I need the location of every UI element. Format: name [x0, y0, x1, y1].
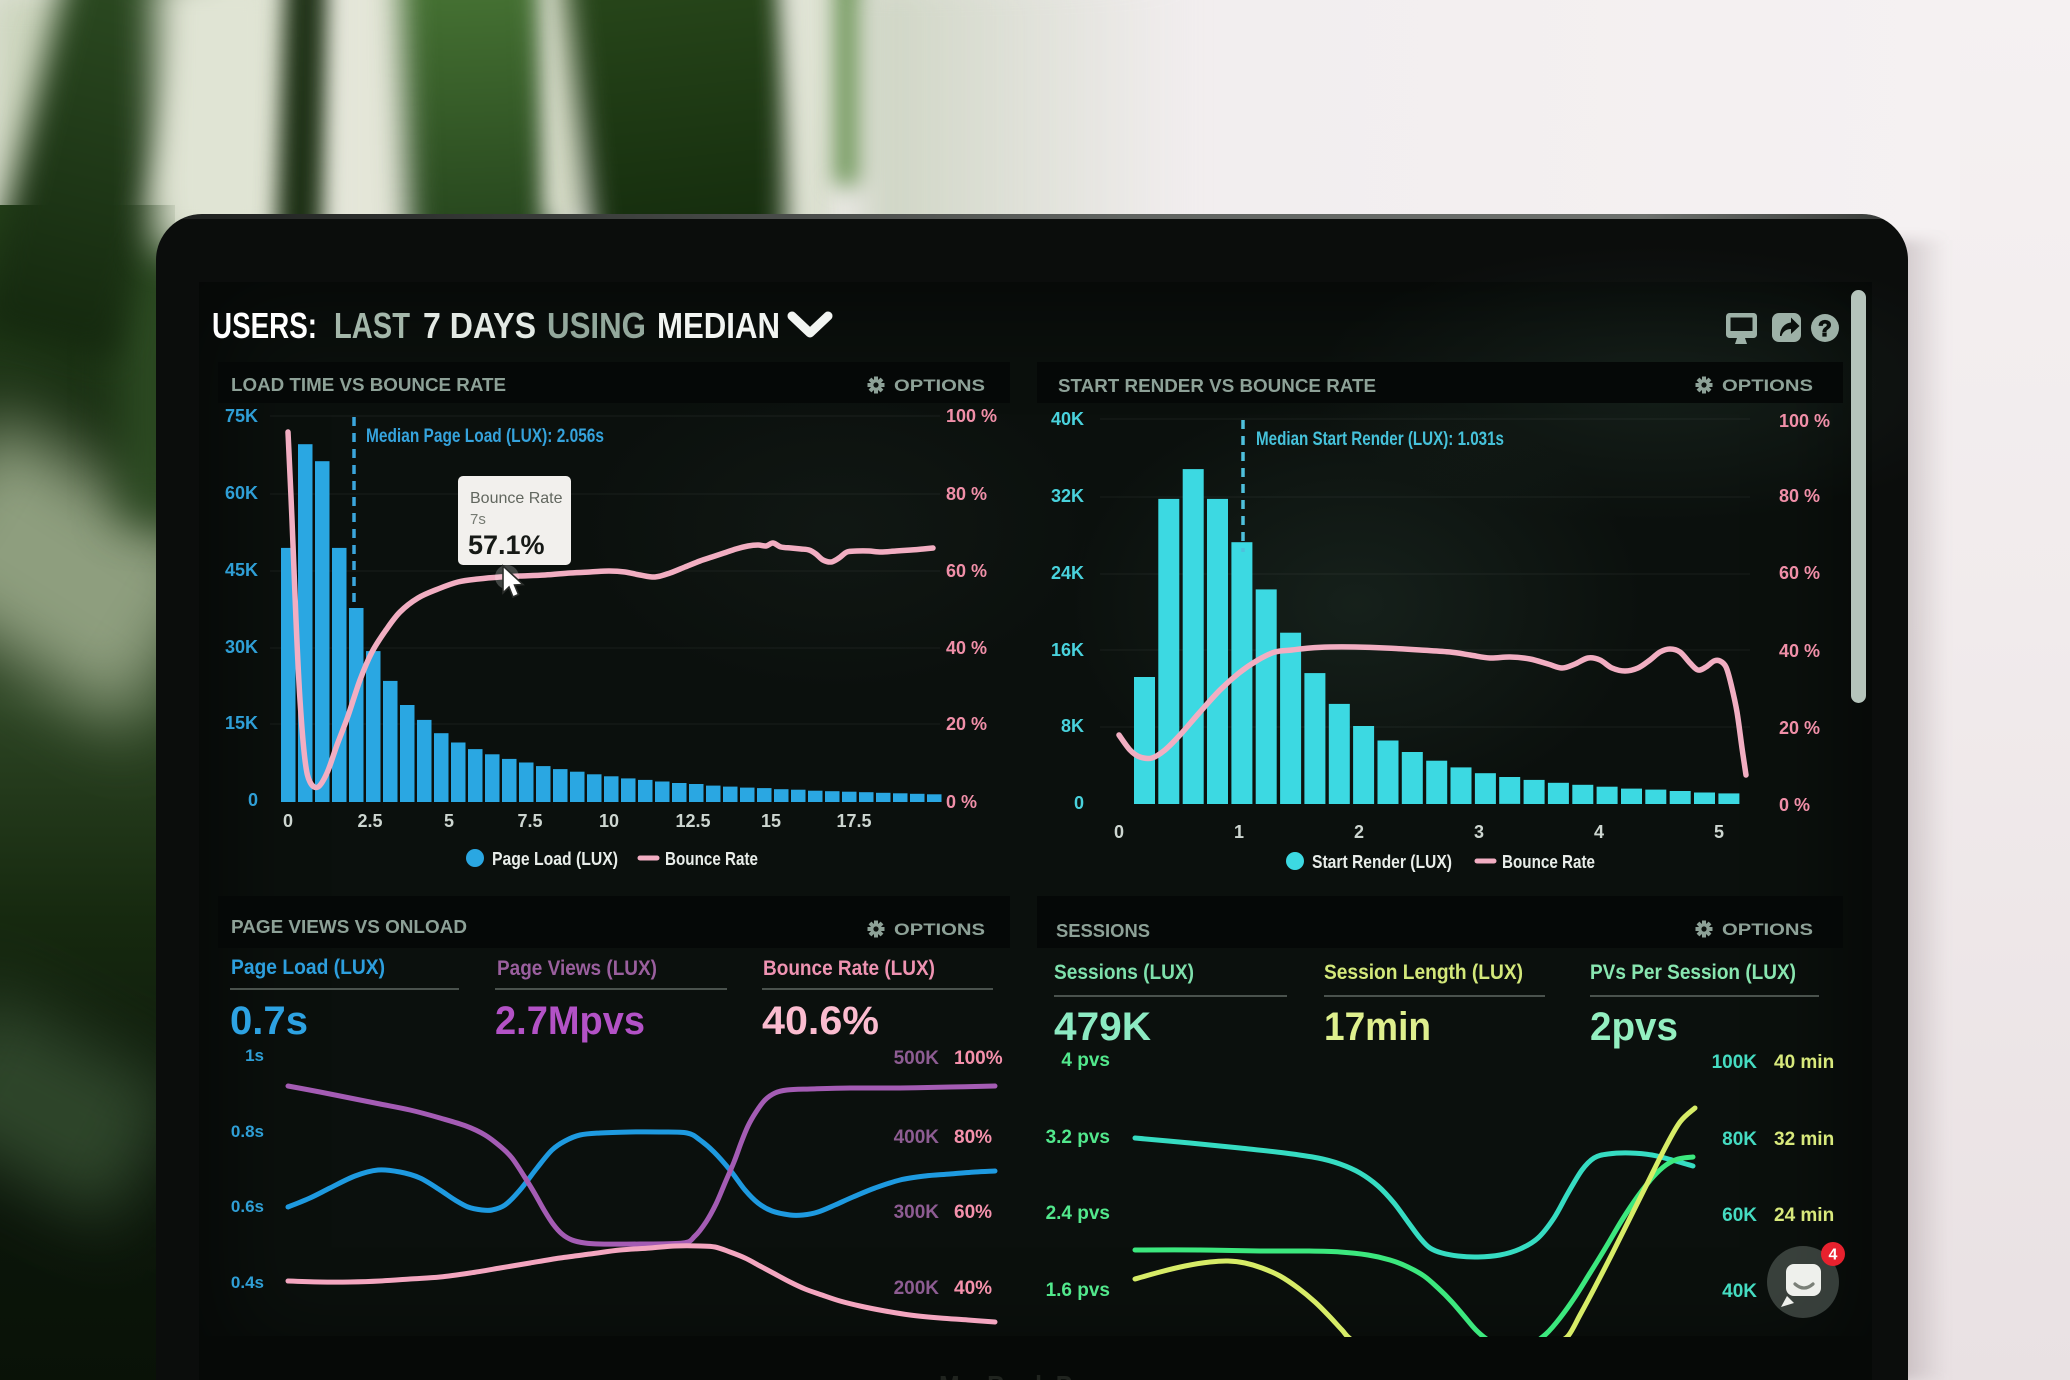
svg-text:40%: 40% — [954, 1278, 992, 1299]
svg-text:5: 5 — [444, 811, 454, 831]
svg-text:30K: 30K — [225, 637, 258, 657]
svg-text:80K: 80K — [1722, 1129, 1757, 1150]
svg-text:0.7s: 0.7s — [230, 999, 308, 1043]
svg-text:15: 15 — [761, 811, 781, 831]
svg-text:0.8s: 0.8s — [231, 1122, 264, 1141]
svg-text:20 %: 20 % — [946, 714, 987, 734]
svg-text:2pvs: 2pvs — [1590, 1005, 1678, 1049]
svg-text:16K: 16K — [1051, 640, 1084, 660]
svg-text:60K: 60K — [225, 483, 258, 503]
svg-text:Median Start Render (LUX): 1.0: Median Start Render (LUX): 1.031s — [1256, 429, 1504, 450]
svg-text:Median Page Load (LUX): 2.056s: Median Page Load (LUX): 2.056s — [366, 426, 604, 447]
svg-text:OPTIONS: OPTIONS — [894, 920, 985, 939]
svg-text:15K: 15K — [225, 713, 258, 733]
svg-text:10: 10 — [599, 811, 619, 831]
svg-text:Start Render (LUX): Start Render (LUX) — [1312, 852, 1452, 872]
svg-text:0: 0 — [283, 811, 293, 831]
svg-text:60%: 60% — [954, 1202, 992, 1223]
svg-text:24 min: 24 min — [1774, 1205, 1834, 1226]
svg-text:17.5: 17.5 — [836, 811, 871, 831]
svg-text:40K: 40K — [1722, 1281, 1757, 1302]
svg-text:1s: 1s — [245, 1046, 264, 1065]
svg-text:300K: 300K — [894, 1202, 940, 1223]
svg-text:60 %: 60 % — [946, 561, 987, 581]
svg-text:32K: 32K — [1051, 486, 1084, 506]
svg-text:PAGE VIEWS VS ONLOAD: PAGE VIEWS VS ONLOAD — [231, 917, 467, 937]
svg-text:7.5: 7.5 — [517, 811, 542, 831]
svg-text:500K: 500K — [894, 1048, 940, 1069]
svg-text:1.6 pvs: 1.6 pvs — [1046, 1280, 1110, 1301]
svg-text:Bounce Rate: Bounce Rate — [1502, 852, 1595, 872]
svg-text:Sessions (LUX): Sessions (LUX) — [1054, 961, 1194, 984]
svg-text:0.6s: 0.6s — [231, 1197, 264, 1216]
svg-text:40 min: 40 min — [1774, 1052, 1834, 1073]
svg-text:60K: 60K — [1722, 1205, 1757, 1226]
svg-text:0 %: 0 % — [1779, 795, 1810, 815]
svg-text:LOAD TIME VS BOUNCE RATE: LOAD TIME VS BOUNCE RATE — [231, 375, 506, 395]
svg-text:MacBook Pro: MacBook Pro — [939, 1371, 1097, 1380]
svg-text:45K: 45K — [225, 560, 258, 580]
svg-text:12.5: 12.5 — [675, 811, 710, 831]
svg-text:20 %: 20 % — [1779, 718, 1820, 738]
svg-text:3.2 pvs: 3.2 pvs — [1046, 1127, 1110, 1148]
svg-text:40 %: 40 % — [946, 638, 987, 658]
svg-text:200K: 200K — [894, 1278, 940, 1299]
svg-text:OPTIONS: OPTIONS — [1722, 376, 1813, 395]
svg-text:?: ? — [1818, 316, 1831, 341]
svg-text:40 %: 40 % — [1779, 641, 1820, 661]
svg-text:40.6%: 40.6% — [762, 999, 879, 1043]
svg-text:0.4s: 0.4s — [231, 1273, 264, 1292]
svg-text:2.4 pvs: 2.4 pvs — [1046, 1203, 1110, 1224]
svg-text:80%: 80% — [954, 1127, 992, 1148]
svg-text:100K: 100K — [1712, 1052, 1758, 1073]
svg-text:Bounce Rate: Bounce Rate — [470, 490, 563, 507]
svg-text:Page Load (LUX): Page Load (LUX) — [492, 849, 618, 869]
svg-text:57.1%: 57.1% — [468, 530, 545, 560]
svg-text:75K: 75K — [225, 406, 258, 426]
svg-text:60 %: 60 % — [1779, 563, 1820, 583]
svg-text:479K: 479K — [1054, 1005, 1151, 1049]
svg-text:0 %: 0 % — [946, 792, 977, 812]
svg-text:32 min: 32 min — [1774, 1129, 1834, 1150]
svg-text:4: 4 — [1594, 822, 1604, 842]
svg-text:8K: 8K — [1061, 716, 1084, 736]
svg-text:OPTIONS: OPTIONS — [1722, 920, 1813, 939]
svg-text:5: 5 — [1714, 822, 1724, 842]
svg-text:0: 0 — [1074, 793, 1084, 813]
svg-text:100 %: 100 % — [946, 406, 997, 426]
svg-text:100 %: 100 % — [1779, 411, 1830, 431]
svg-text:2: 2 — [1354, 822, 1364, 842]
svg-text:PVs Per Session (LUX): PVs Per Session (LUX) — [1590, 961, 1796, 984]
svg-text:4 pvs: 4 pvs — [1061, 1050, 1110, 1071]
svg-text:17min: 17min — [1324, 1005, 1431, 1049]
svg-text:3: 3 — [1474, 822, 1484, 842]
svg-text:0: 0 — [248, 790, 258, 810]
svg-text:Session Length (LUX): Session Length (LUX) — [1324, 961, 1523, 984]
svg-text:Page Load (LUX): Page Load (LUX) — [231, 956, 385, 979]
svg-text:0: 0 — [1114, 822, 1124, 842]
svg-text:Bounce Rate (LUX): Bounce Rate (LUX) — [763, 957, 935, 980]
svg-text:400K: 400K — [894, 1127, 940, 1148]
svg-text:Page Views (LUX): Page Views (LUX) — [497, 957, 657, 980]
svg-text:1: 1 — [1234, 822, 1244, 842]
svg-text:80 %: 80 % — [1779, 486, 1820, 506]
svg-text:SESSIONS: SESSIONS — [1056, 921, 1150, 941]
svg-text:OPTIONS: OPTIONS — [894, 376, 985, 395]
svg-text:4: 4 — [1829, 1247, 1838, 1264]
svg-text:80 %: 80 % — [946, 484, 987, 504]
svg-text:7s: 7s — [470, 511, 486, 528]
svg-text:24K: 24K — [1051, 563, 1084, 583]
svg-text:2.5: 2.5 — [357, 811, 382, 831]
svg-text:START RENDER VS BOUNCE RATE: START RENDER VS BOUNCE RATE — [1058, 376, 1376, 396]
svg-text:100%: 100% — [954, 1048, 1003, 1069]
svg-text:Bounce Rate: Bounce Rate — [665, 849, 758, 869]
svg-text:2.7Mpvs: 2.7Mpvs — [495, 999, 645, 1043]
svg-text:40K: 40K — [1051, 409, 1084, 429]
